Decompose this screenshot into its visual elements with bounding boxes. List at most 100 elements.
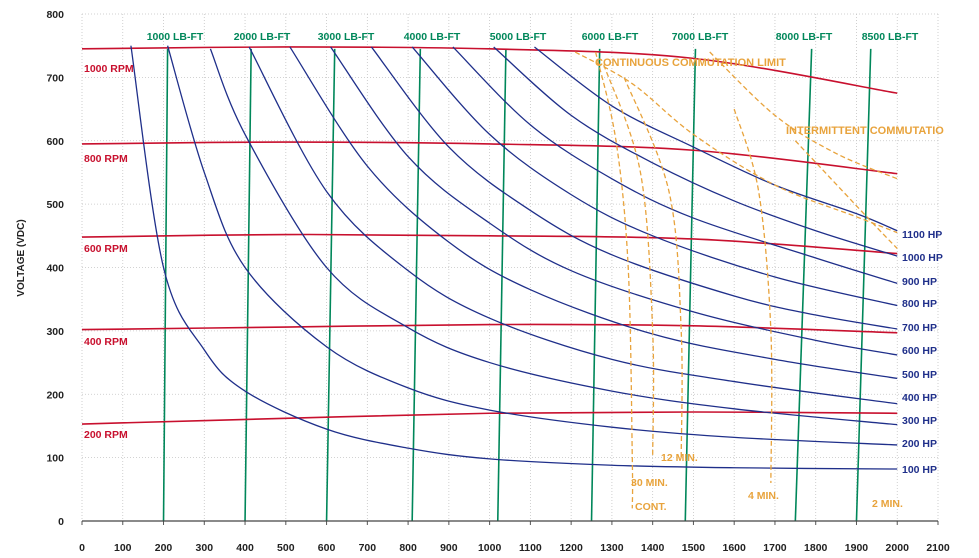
y-tick-label: 600: [46, 136, 64, 148]
y-tick-label: 500: [46, 199, 64, 211]
limit-curve: [603, 64, 655, 458]
hp-curve: [130, 45, 898, 470]
curve-labels: 1000 RPM 800 RPM 600 RPM 400 RPM 200 RPM 1000…: [84, 31, 944, 513]
y-tick-label: 700: [46, 72, 64, 84]
x-tick-label: 1800: [804, 542, 828, 554]
torque-lines: [162, 48, 872, 522]
rpm-curve: [81, 233, 898, 255]
time-limit-label: CONT.: [635, 501, 667, 513]
hp-curve: [248, 46, 898, 405]
time-limit-label: 30 MIN.: [631, 477, 668, 489]
torque-line: [684, 48, 697, 522]
rpm-curve: [81, 141, 898, 175]
rpm-label: 200 RPM: [84, 429, 128, 441]
continuous-limit-label: CONTINUOUS COMMUTATION LIMIT: [595, 57, 786, 69]
torque-label: 8500 LB-FT: [862, 31, 919, 43]
rpm-label: 600 RPM: [84, 243, 128, 255]
y-axis-label: VOLTAGE (VDC): [16, 219, 27, 296]
hp-label: 1000 HP: [902, 252, 943, 264]
y-tick-label: 100: [46, 453, 64, 465]
time-limit-label: 12 MIN.: [661, 452, 698, 464]
hp-label: 500 HP: [902, 369, 937, 381]
limit-curve: [574, 51, 898, 234]
y-tick-label: 800: [46, 9, 64, 21]
hp-curve: [411, 46, 898, 307]
limit-curve: [709, 51, 898, 180]
time-limit-label: 4 MIN.: [748, 490, 779, 502]
x-tick-label: 600: [318, 542, 336, 554]
hp-curve: [330, 46, 898, 356]
x-tick-label: 500: [277, 542, 295, 554]
hp-curve: [493, 46, 898, 257]
hp-curve: [209, 48, 898, 426]
x-tick-label: 1200: [559, 542, 583, 554]
hp-curve: [289, 46, 898, 380]
torque-label: 5000 LB-FT: [490, 31, 547, 43]
x-tick-label: 1500: [682, 542, 706, 554]
x-tick-label: 100: [114, 542, 132, 554]
hp-label: 600 HP: [902, 345, 937, 357]
hp-label: 700 HP: [902, 322, 937, 334]
hp-curve: [452, 46, 898, 284]
hp-label: 200 HP: [902, 438, 937, 450]
rpm-label: 1000 RPM: [84, 63, 134, 75]
intermittent-limit-label: INTERMITTENT COMMUTATIO: [786, 125, 944, 137]
torque-line: [244, 48, 252, 522]
x-tick-label: 1300: [600, 542, 624, 554]
axes: 0 100 200 300 400 500 600 700 800 900 1000 1100 1200…: [46, 9, 949, 554]
x-tick-label: 1400: [641, 542, 665, 554]
torque-label: 1000 LB-FT: [147, 31, 204, 43]
torque-label: 7000 LB-FT: [672, 31, 729, 43]
hp-curve: [534, 46, 898, 232]
limit-curve: [733, 108, 773, 483]
x-tick-label: 200: [155, 542, 173, 554]
y-tick-label: 0: [58, 516, 64, 528]
y-tick-label: 300: [46, 326, 64, 338]
torque-label: 2000 LB-FT: [234, 31, 291, 43]
x-tick-label: 2100: [926, 542, 950, 554]
torque-line: [325, 48, 336, 522]
rpm-curve: [81, 323, 898, 334]
limit-curves: [574, 51, 898, 509]
x-tick-label: 1600: [723, 542, 747, 554]
y-tick-label: 200: [46, 389, 64, 401]
x-tick-label: 300: [196, 542, 214, 554]
x-tick-label: 2000: [886, 542, 910, 554]
hp-curves: [130, 45, 898, 470]
hp-curve: [166, 45, 898, 446]
grid: [81, 13, 939, 522]
torque-label: 8000 LB-FT: [776, 31, 833, 43]
x-tick-label: 0: [79, 542, 85, 554]
x-tick-label: 1100: [519, 542, 542, 554]
x-tick-label: 1000: [478, 542, 502, 554]
x-tick-label: 700: [359, 542, 377, 554]
x-tick-label: 800: [399, 542, 417, 554]
y-tick-label: 400: [46, 263, 64, 275]
limit-curve: [623, 77, 683, 458]
torque-line: [855, 48, 872, 522]
rpm-curve: [81, 46, 898, 95]
limit-curve: [594, 51, 634, 509]
x-tick-label: 400: [236, 542, 254, 554]
torque-label: 4000 LB-FT: [404, 31, 461, 43]
limit-curve: [794, 140, 898, 249]
x-tick-label: 900: [440, 542, 458, 554]
hp-label: 800 HP: [902, 298, 937, 310]
torque-line: [411, 48, 422, 522]
torque-line: [162, 48, 169, 522]
hp-label: 400 HP: [902, 392, 937, 404]
hp-label: 900 HP: [902, 276, 937, 288]
rpm-label: 400 RPM: [84, 336, 128, 348]
x-tick-label: 1700: [763, 542, 787, 554]
hp-label: 300 HP: [902, 415, 937, 427]
torque-label: 3000 LB-FT: [318, 31, 375, 43]
rpm-curves: [81, 46, 898, 425]
rpm-label: 800 RPM: [84, 153, 128, 165]
torque-line: [496, 48, 507, 522]
hp-label: 1100 HP: [902, 229, 942, 241]
x-tick-label: 1900: [845, 542, 869, 554]
hp-curve: [370, 46, 898, 330]
time-limit-label: 2 MIN.: [872, 498, 903, 510]
torque-label: 6000 LB-FT: [582, 31, 639, 43]
